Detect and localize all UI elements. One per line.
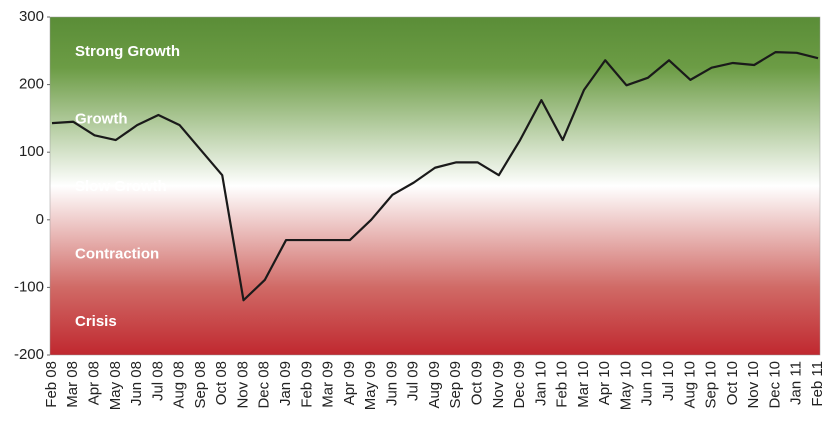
x-tick-label: May 09 <box>362 361 379 410</box>
x-tick-label: Apr 09 <box>341 361 358 405</box>
x-tick-label: Sep 08 <box>192 361 209 409</box>
x-tick-label: Nov 10 <box>745 361 762 409</box>
x-tick-label: Apr 08 <box>86 361 103 405</box>
x-tick-label: May 08 <box>107 361 124 410</box>
y-tick-label: 200 <box>19 76 44 93</box>
x-tick-label: Jun 09 <box>383 361 400 406</box>
y-tick-label: 0 <box>36 211 44 228</box>
x-tick-label: Sep 10 <box>703 361 720 409</box>
x-tick-label: Mar 09 <box>320 361 337 408</box>
x-tick-label: Dec 10 <box>766 361 783 409</box>
plot-background <box>49 16 821 356</box>
x-tick-label: Mar 08 <box>64 361 81 408</box>
x-tick-label: Jan 09 <box>277 361 294 406</box>
x-tick-label: Jun 08 <box>128 361 145 406</box>
x-tick-label: Jul 10 <box>660 361 677 401</box>
x-tick-label: Mar 10 <box>575 361 592 408</box>
zone-label: Growth <box>75 110 128 127</box>
x-tick-label: Aug 08 <box>171 361 188 409</box>
x-tick-label: Nov 09 <box>490 361 507 409</box>
x-tick-label: Jan 11 <box>788 361 805 405</box>
x-tick-label: Aug 10 <box>681 361 698 409</box>
x-tick-label: Sep 09 <box>447 361 464 409</box>
x-tick-label: Feb 11 <box>809 361 826 407</box>
x-tick-label: Jul 09 <box>405 361 422 401</box>
x-tick-label: Aug 09 <box>426 361 443 409</box>
x-tick-label: Feb 09 <box>298 361 315 408</box>
line <box>51 51 819 302</box>
y-tick-label: 100 <box>19 143 44 160</box>
x-tick-label: May 10 <box>617 361 634 410</box>
x-tick-label: Jul 08 <box>149 361 166 401</box>
x-tick-label: Dec 09 <box>511 361 528 409</box>
y-tick-label: -100 <box>14 278 44 295</box>
y-tick-label: 300 <box>19 8 44 25</box>
zone-label: Slow Growth <box>75 178 167 195</box>
x-tick-label: Oct 10 <box>724 361 741 405</box>
x-tick-label: Jun 10 <box>639 361 656 406</box>
zone-label: Crisis <box>75 313 117 330</box>
y-tick-label: -200 <box>14 346 44 363</box>
x-tick-label: Feb 10 <box>554 361 571 408</box>
x-tick-label: Dec 08 <box>256 361 273 409</box>
x-tick-label: Apr 10 <box>596 361 613 405</box>
x-tick-label: Nov 08 <box>234 361 251 409</box>
x-tick-label: Feb 08 <box>43 361 60 408</box>
zone-label: Strong Growth <box>75 43 180 60</box>
x-tick-label: Jan 10 <box>532 361 549 406</box>
x-tick-label: Oct 08 <box>213 361 230 405</box>
zone-label: Contraction <box>75 246 159 263</box>
x-tick-label: Oct 09 <box>469 361 486 405</box>
